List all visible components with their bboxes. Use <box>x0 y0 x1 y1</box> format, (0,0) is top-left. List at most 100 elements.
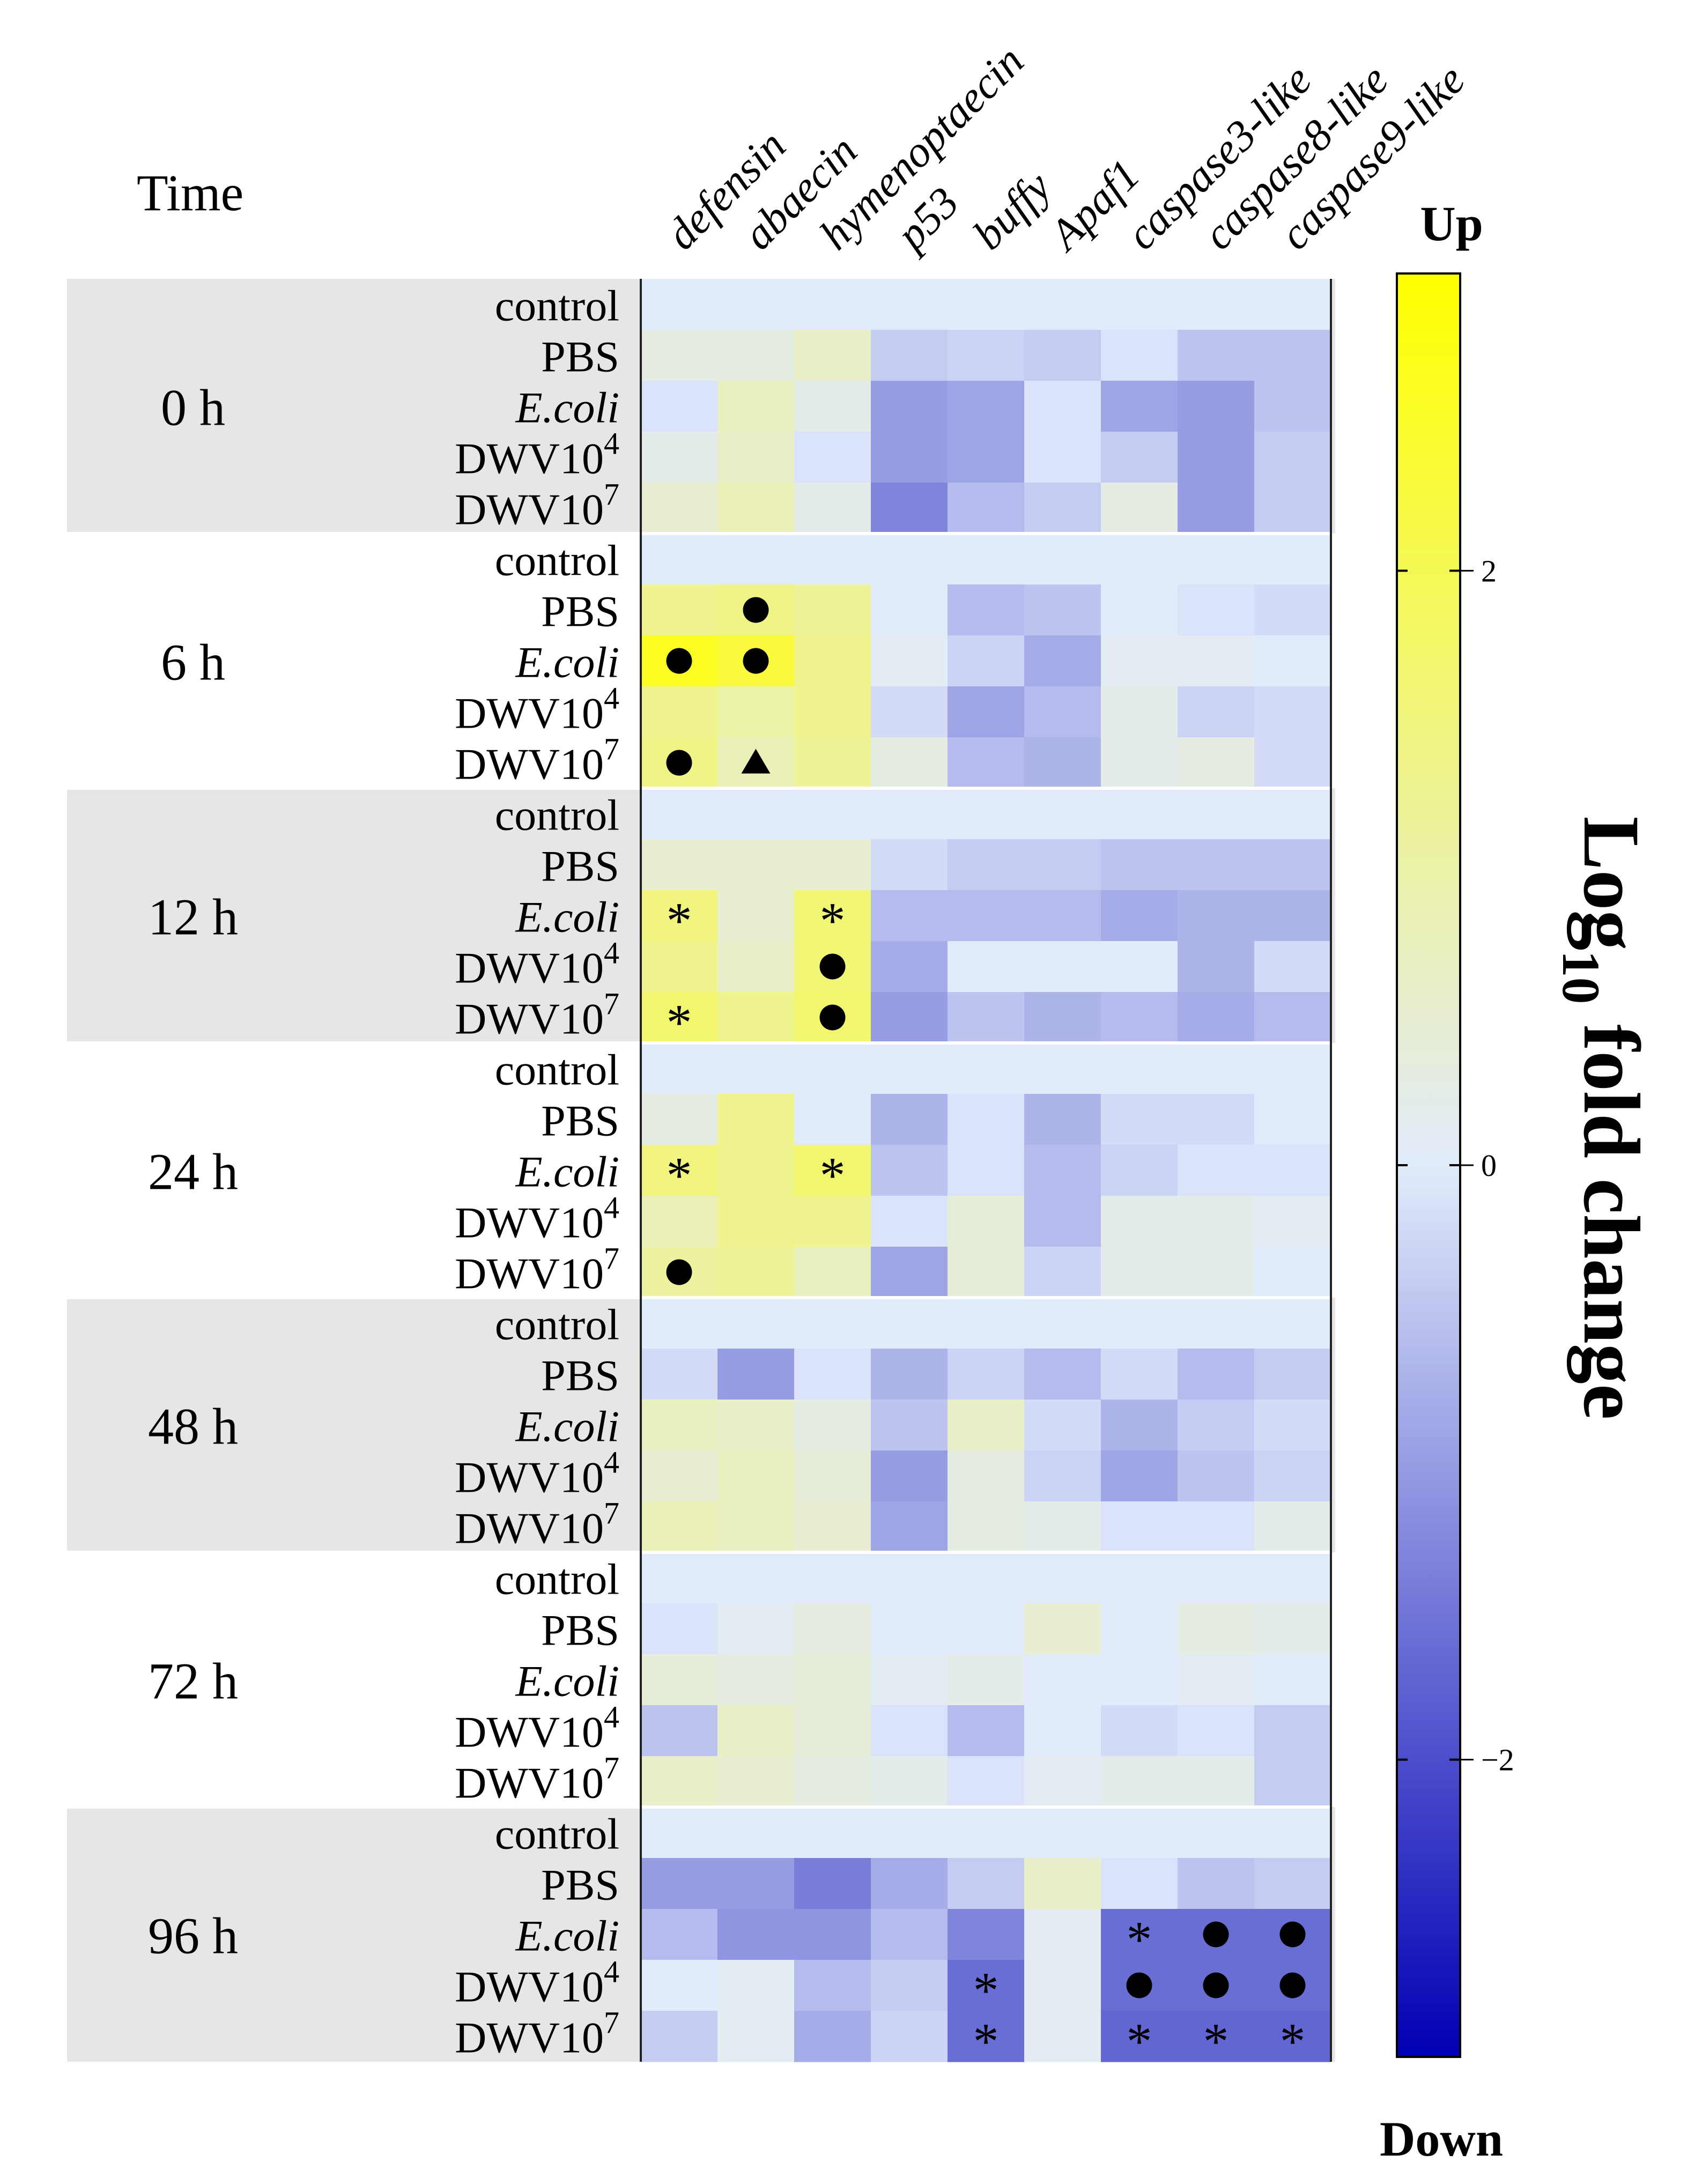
heatmap-cell <box>641 1909 718 1960</box>
color-bar-tick-label: 2 <box>1481 553 1497 588</box>
heatmap-cell <box>871 1909 948 1960</box>
heatmap-cell <box>1254 534 1331 585</box>
heatmap-cell <box>1254 1756 1331 1808</box>
heatmap-cell <box>1024 1043 1101 1094</box>
treatment-label: DWV104 <box>455 681 619 738</box>
heatmap-cell <box>1178 1298 1255 1349</box>
heatmap-cell <box>1178 1094 1255 1145</box>
heatmap-cell <box>1254 330 1331 381</box>
significance-dot <box>666 648 692 674</box>
heatmap-cell <box>1101 432 1178 483</box>
heatmap-cell <box>948 1247 1025 1298</box>
treatment-label: control <box>495 1300 619 1349</box>
heatmap-cell <box>794 686 871 738</box>
heatmap-cell <box>1101 584 1178 636</box>
heatmap-cell <box>641 330 718 381</box>
heatmap-cell <box>641 1807 718 1859</box>
heatmap-cell <box>1024 1705 1101 1757</box>
color-bar-down-label: Down <box>1380 2112 1503 2166</box>
heatmap-cell <box>1254 381 1331 432</box>
heatmap-cell <box>871 839 948 891</box>
heatmap-cell <box>1024 483 1101 534</box>
significance-dot <box>743 597 769 623</box>
heatmap-cell <box>641 1145 718 1196</box>
heatmap-cell <box>641 1552 718 1604</box>
heatmap-cell <box>1254 839 1331 891</box>
heatmap-cell <box>717 1094 795 1145</box>
heatmap-cell <box>871 1094 948 1145</box>
heatmap-cell <box>1178 686 1255 738</box>
heatmap-cell <box>1101 534 1178 585</box>
significance-dot <box>1279 1921 1306 1948</box>
heatmap-cell <box>871 635 948 687</box>
color-bar-title-sub: 10 <box>1551 951 1611 1004</box>
heatmap-cell <box>641 1043 718 1094</box>
heatmap-cell <box>1178 381 1255 432</box>
heatmap-cell <box>1178 1349 1255 1400</box>
treatment-label: E.coli <box>515 1147 619 1196</box>
heatmap-cell <box>717 1298 795 1349</box>
significance-star: * <box>973 1962 999 2019</box>
heatmap-cell <box>1254 1705 1331 1757</box>
heatmap-cell <box>948 432 1025 483</box>
heatmap-cell <box>948 1654 1025 1706</box>
heatmap-cell <box>1254 1552 1331 1604</box>
heatmap-cell <box>717 1400 795 1451</box>
heatmap-cell <box>641 1501 718 1553</box>
heatmap-cell <box>641 890 718 942</box>
heatmap-cell <box>717 839 795 891</box>
heatmap-cell <box>1024 992 1101 1043</box>
heatmap-cell <box>1101 1705 1178 1757</box>
heatmap-cell <box>871 483 948 534</box>
heatmap-cell <box>1178 737 1255 789</box>
heatmap-cell <box>948 534 1025 585</box>
heatmap-cell <box>871 737 948 789</box>
heatmap-cell <box>1178 1043 1255 1094</box>
time-label: 6 h <box>161 634 225 691</box>
heatmap-cell <box>1178 1654 1255 1706</box>
heatmap-cell <box>1178 1807 1255 1859</box>
heatmap-cell <box>871 1450 948 1502</box>
heatmap-cell <box>871 1603 948 1655</box>
heatmap-cell <box>794 1501 871 1553</box>
significance-dot <box>666 750 692 776</box>
heatmap-cell <box>641 1858 718 1909</box>
heatmap-cell <box>1024 686 1101 738</box>
heatmap-cell <box>948 788 1025 840</box>
heatmap-cell <box>1178 1552 1255 1604</box>
heatmap-cell <box>948 1196 1025 1247</box>
heatmap-cell <box>1024 1247 1101 1298</box>
heatmap-cell <box>948 1603 1025 1655</box>
heatmap-cell <box>717 1858 795 1909</box>
heatmap-cell <box>1024 839 1101 891</box>
treatment-label: PBS <box>541 1097 619 1145</box>
heatmap-cell <box>1024 1603 1101 1655</box>
heatmap-cell <box>1254 1043 1331 1094</box>
heatmap-cell <box>871 381 948 432</box>
heatmap-cell <box>794 1756 871 1808</box>
heatmap-cell <box>1101 279 1178 330</box>
heatmap-cell <box>1254 1450 1331 1502</box>
heatmap-cell <box>1254 483 1331 534</box>
heatmap-cell <box>641 584 718 636</box>
heatmap-cell <box>794 584 871 636</box>
treatment-label: E.coli <box>515 383 619 432</box>
heatmap-cell <box>1024 1552 1101 1604</box>
heatmap-cell <box>794 1145 871 1196</box>
treatment-label: PBS <box>541 842 619 891</box>
heatmap-cell <box>948 737 1025 789</box>
heatmap-cell <box>1254 1349 1331 1400</box>
treatment-label: control <box>495 1046 619 1094</box>
heatmap-cell <box>717 1145 795 1196</box>
heatmap-cell <box>1178 1196 1255 1247</box>
heatmap-cell <box>1101 2011 1178 2062</box>
heatmap-cell <box>717 1909 795 1960</box>
heatmap-cell <box>1024 1756 1101 1808</box>
heatmap-cell <box>1254 1654 1331 1706</box>
heatmap-cell <box>948 2011 1025 2062</box>
heatmap-cell <box>871 1807 948 1859</box>
heatmap-cell <box>1178 1603 1255 1655</box>
heatmap-cell <box>1178 1400 1255 1451</box>
heatmap-cell <box>1254 1807 1331 1859</box>
heatmap-cell <box>641 941 718 993</box>
